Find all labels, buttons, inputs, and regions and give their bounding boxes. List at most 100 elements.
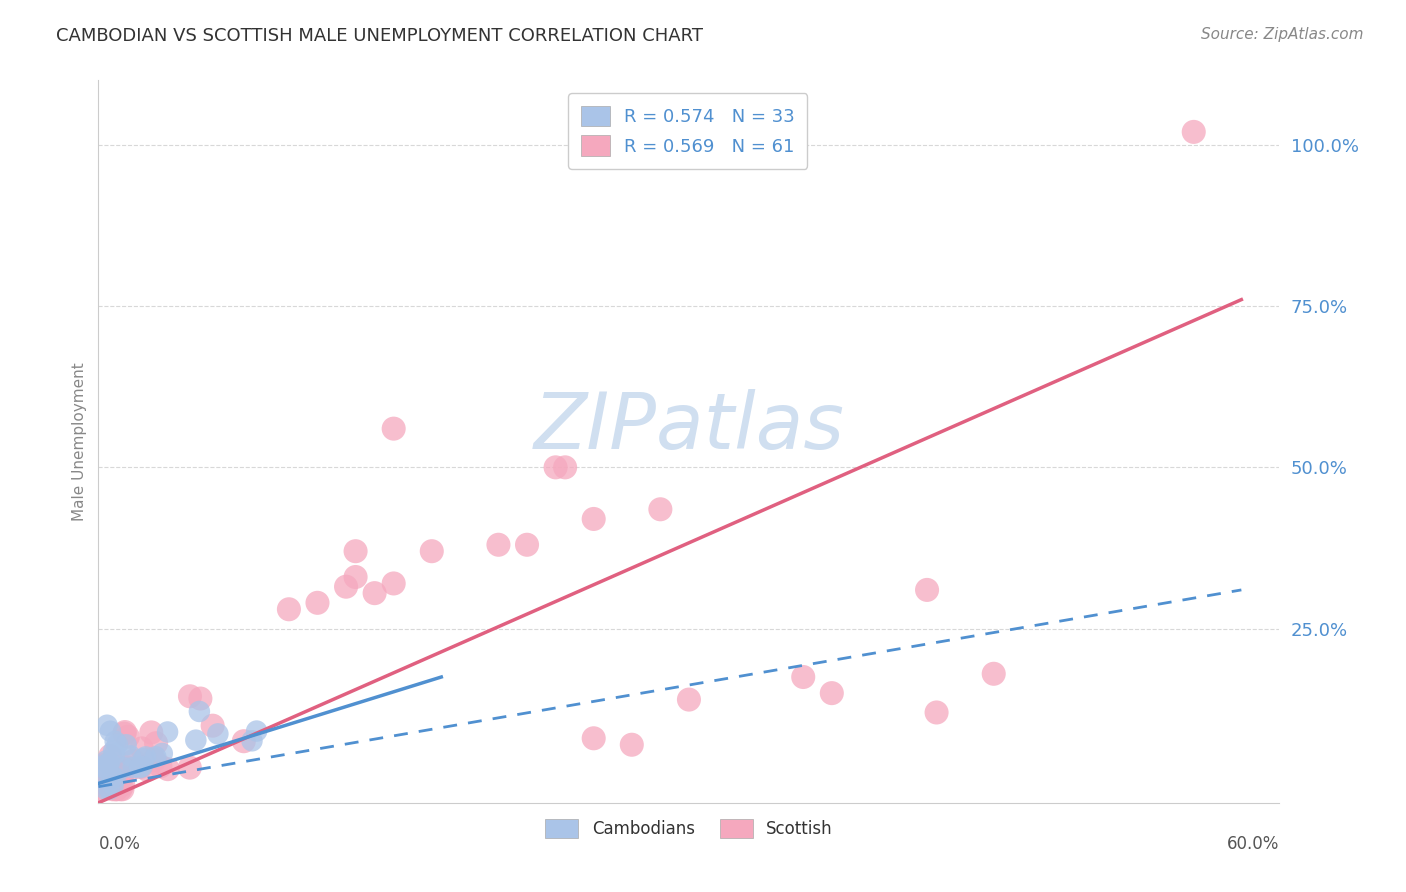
Point [382,422,405,436]
Point [114,725,136,739]
Point [112,761,135,775]
Point [420,544,443,558]
Point [89,764,111,779]
Point [122,760,145,774]
Text: Source: ZipAtlas.com: Source: ZipAtlas.com [1201,27,1364,42]
Point [544,460,567,475]
Point [131,741,153,756]
Point [792,670,814,684]
Point [112,777,135,791]
Point [307,596,329,610]
Point [179,690,201,704]
Point [678,692,700,706]
Point [104,771,127,785]
Point [98,756,121,770]
Point [207,727,229,741]
Point [89,759,111,773]
Point [915,582,938,597]
Point [1182,125,1205,139]
Point [112,726,135,740]
Point [110,782,132,797]
Point [96,768,118,782]
Point [105,770,128,784]
Point [156,725,179,739]
Point [97,756,120,771]
Point [136,763,159,777]
Point [145,736,167,750]
Point [335,580,357,594]
Point [114,763,136,777]
Point [821,686,844,700]
Point [145,749,167,764]
Point [101,778,124,792]
Text: ZIPatlas: ZIPatlas [533,389,845,465]
Point [97,768,120,782]
Point [983,666,1005,681]
Text: 60.0%: 60.0% [1227,835,1279,854]
Point [363,586,385,600]
Point [246,724,269,739]
Point [131,760,153,774]
Point [582,731,605,746]
Point [90,782,112,797]
Point [344,570,367,584]
Point [117,730,139,744]
Point [101,770,124,784]
Point [156,762,179,776]
Point [344,544,367,558]
Point [582,512,605,526]
Point [141,725,163,739]
Point [925,706,948,720]
Point [100,757,122,772]
Point [184,733,207,747]
Point [105,782,128,797]
Point [620,738,643,752]
Point [118,764,141,778]
Point [143,753,166,767]
Point [90,782,112,797]
Point [650,502,672,516]
Point [135,750,157,764]
Point [91,770,114,784]
Point [96,754,118,768]
Point [94,782,117,797]
Point [188,705,211,719]
Point [120,748,142,763]
Point [105,738,128,752]
Point [277,602,299,616]
Point [488,538,510,552]
Point [103,744,125,758]
Point [240,734,263,748]
Point [98,748,121,763]
Point [232,734,254,748]
Point [97,765,120,780]
Y-axis label: Male Unemployment: Male Unemployment [72,362,87,521]
Point [179,761,201,775]
Point [122,754,145,768]
Point [110,771,132,785]
Text: 0.0%: 0.0% [98,835,141,854]
Point [90,775,112,789]
Point [132,752,155,766]
Point [104,782,127,797]
Text: CAMBODIAN VS SCOTTISH MALE UNEMPLOYMENT CORRELATION CHART: CAMBODIAN VS SCOTTISH MALE UNEMPLOYMENT … [56,27,703,45]
Point [115,738,138,752]
Point [93,758,115,772]
Point [101,782,124,797]
Point [382,576,405,591]
Point [149,759,172,773]
Point [115,760,138,774]
Point [190,691,212,706]
Legend: Cambodians, Scottish: Cambodians, Scottish [538,813,839,845]
Point [103,747,125,761]
Point [96,718,118,732]
Point [97,761,120,775]
Point [100,724,122,739]
Point [201,719,224,733]
Point [98,782,121,797]
Point [516,538,538,552]
Point [129,760,152,774]
Point [150,747,173,761]
Point [554,460,576,475]
Point [128,761,150,775]
